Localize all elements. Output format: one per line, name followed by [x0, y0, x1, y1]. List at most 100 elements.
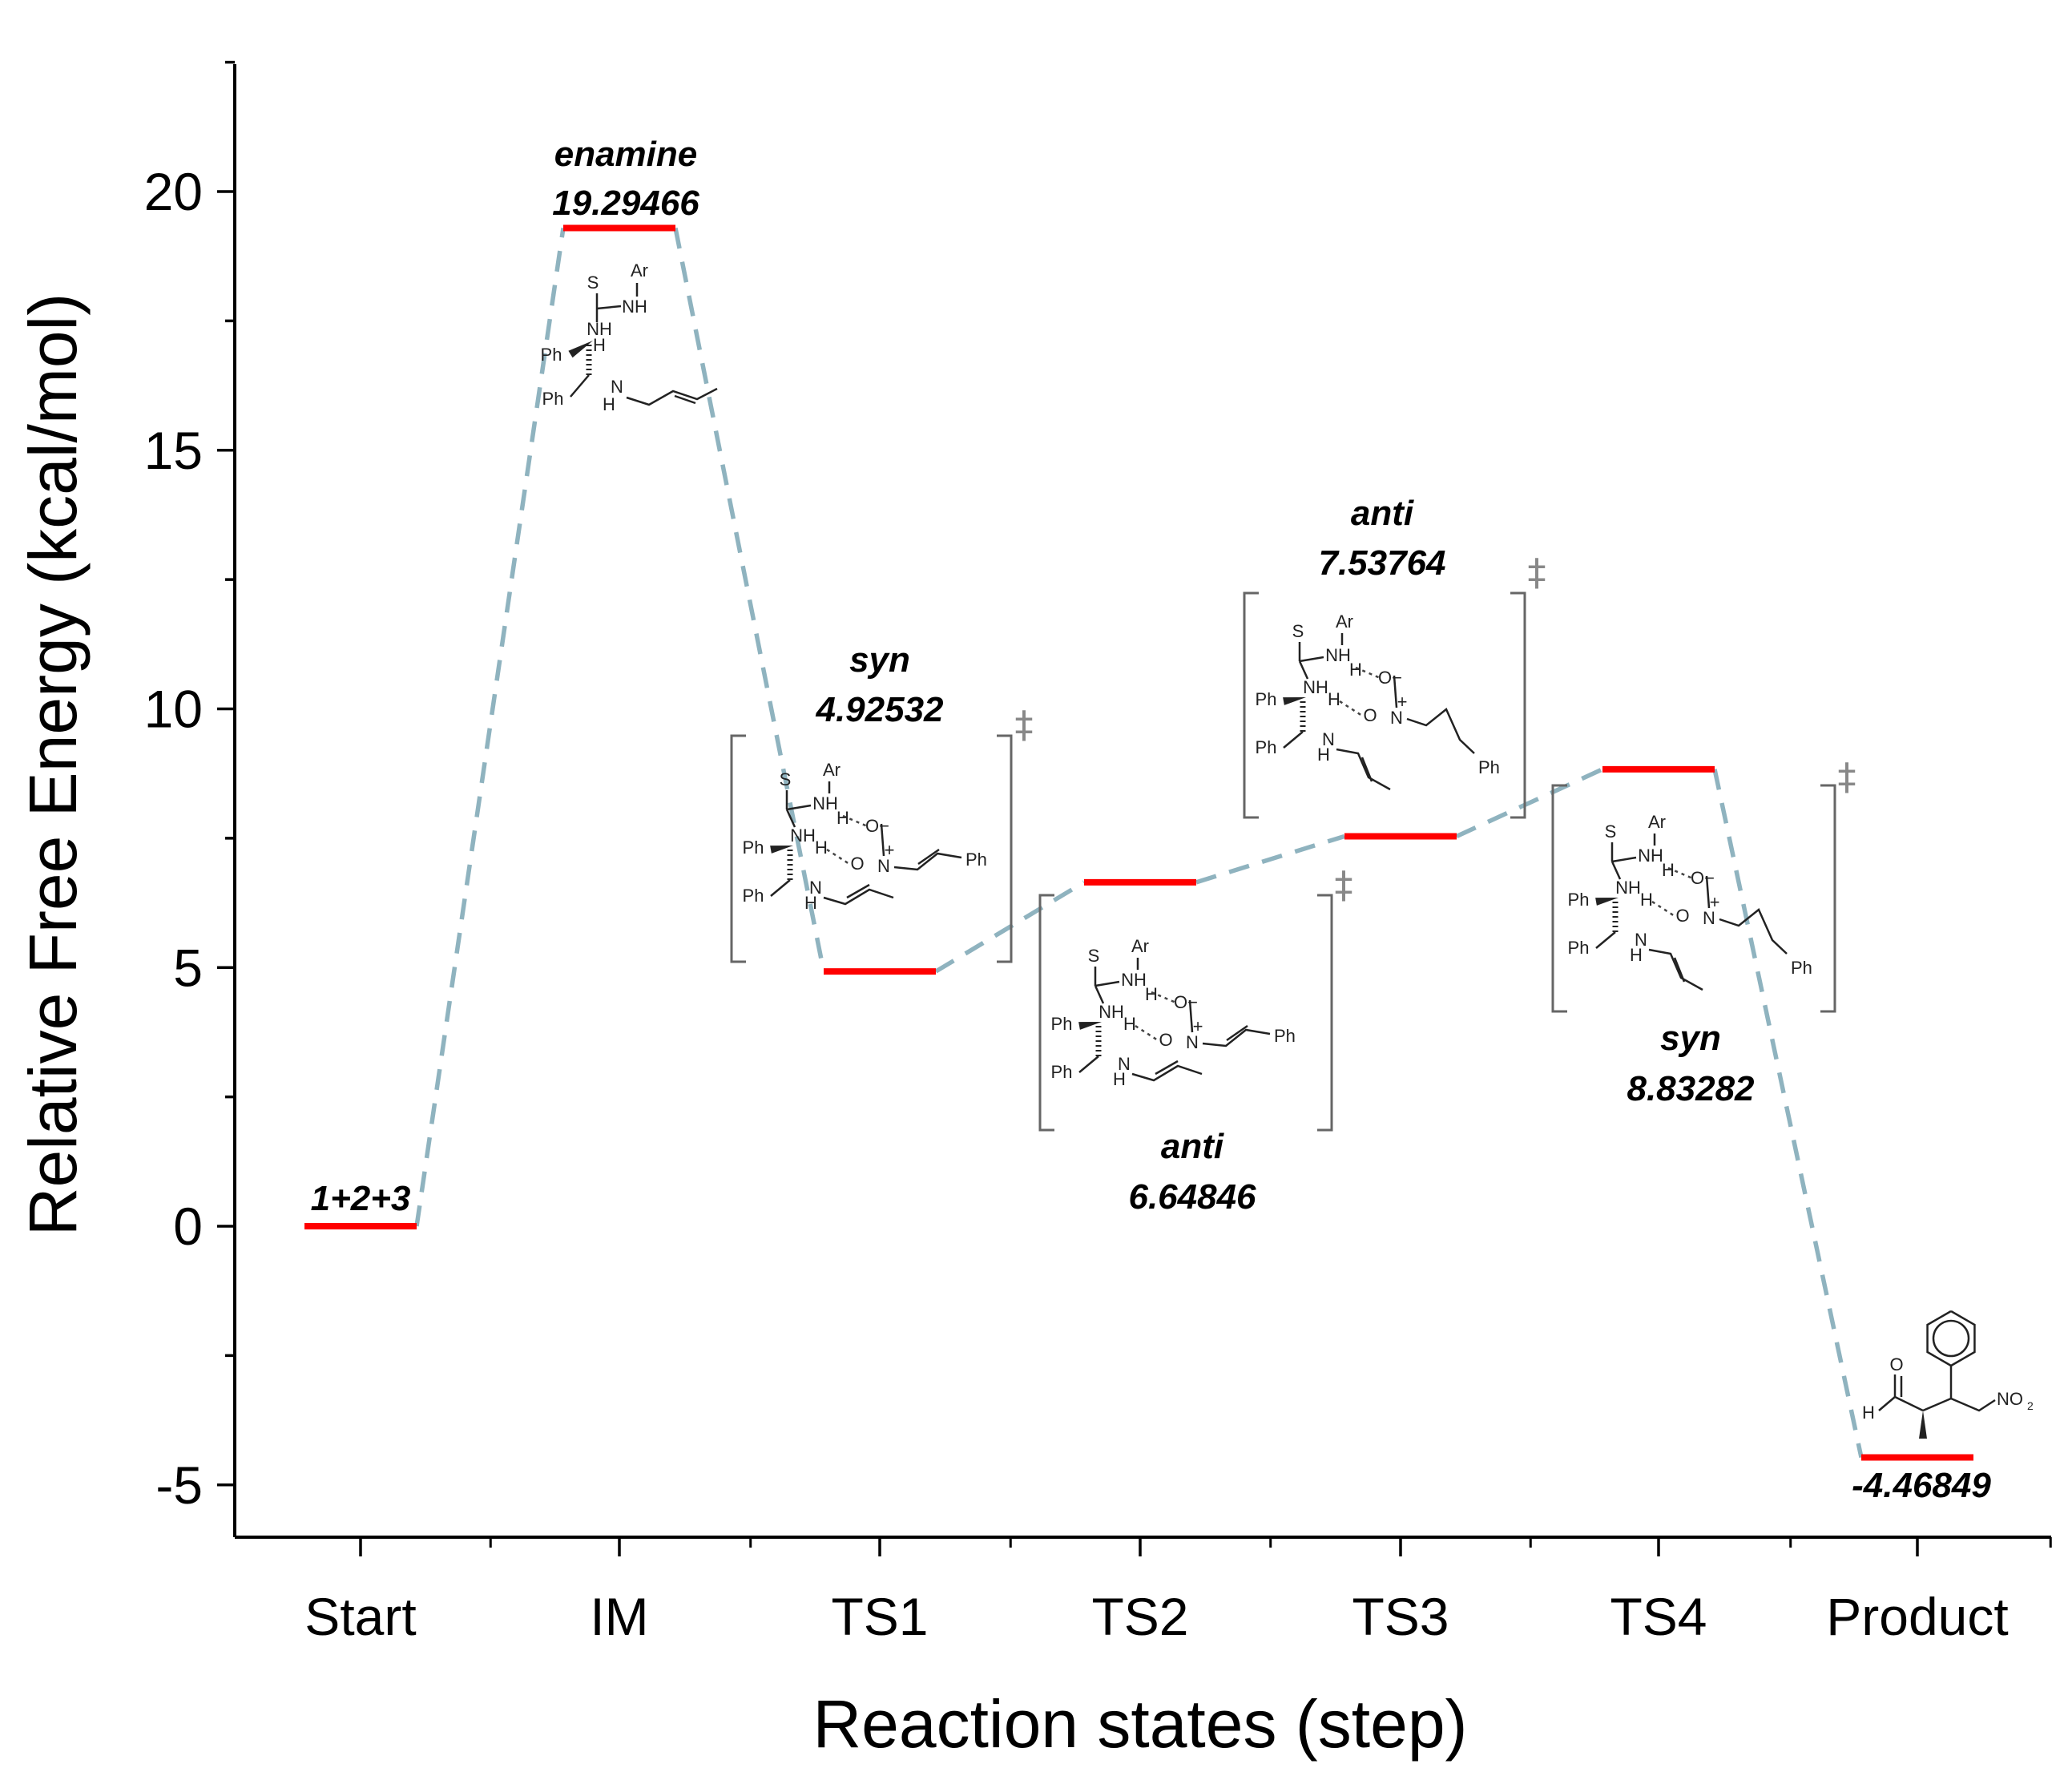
atom-label: O	[1889, 1354, 1903, 1374]
wedge-bond	[770, 846, 793, 854]
atom-label: H	[1145, 984, 1158, 1004]
aromatic-circle	[1932, 1319, 1970, 1358]
bond	[596, 305, 622, 310]
wedge-bond	[1078, 1022, 1102, 1030]
atom-label: 2	[2027, 1399, 2034, 1412]
bond	[846, 883, 870, 899]
atom-label: H	[836, 808, 849, 828]
atom-label: N	[611, 377, 623, 397]
atom-label: N	[1322, 729, 1335, 749]
atom-label: H	[1862, 1403, 1875, 1423]
level-name-label: syn	[849, 640, 910, 680]
atom-label: +	[885, 840, 895, 860]
atom-label: +	[1397, 692, 1408, 712]
axes: -5 0 5 10 15 20 Start IM TS1 TS2 TS3 TS4 Product	[144, 60, 2052, 1646]
bond	[823, 888, 894, 906]
hydrogen-bond	[1339, 700, 1363, 717]
hydrogen-bond	[1135, 1024, 1159, 1042]
atom-label: +	[1710, 892, 1720, 912]
atom-label: S	[780, 769, 792, 789]
bond	[1094, 980, 1120, 987]
atom-label: O	[1159, 1030, 1172, 1050]
atom-label: Ar	[1336, 612, 1353, 632]
atom-label: Ph	[1478, 757, 1500, 777]
bond	[917, 848, 940, 866]
level-name-label: enamine	[554, 135, 698, 174]
level-labels: 1+2+3 enamine 19.29466 syn 4.92532 anti 6.6484…	[311, 135, 1992, 1505]
atom-label: Ph	[743, 838, 764, 858]
bond	[1673, 957, 1686, 983]
bond	[1188, 999, 1194, 1033]
atom-label: Ph	[1568, 890, 1590, 910]
y-tick-label: -5	[155, 1455, 203, 1515]
atom-label: H	[1328, 689, 1340, 709]
atom-label: O	[850, 854, 864, 874]
atom-label: Ph	[1051, 1014, 1073, 1034]
hydrogen-bond	[826, 848, 850, 866]
y-tick-label: 5	[173, 938, 203, 997]
hydrogen-bond	[1667, 866, 1695, 881]
bond	[1094, 985, 1105, 1004]
atom-label: H	[1662, 860, 1675, 880]
hydrogen-bond	[1151, 991, 1179, 1005]
atom-label: N	[1635, 930, 1647, 950]
right-bracket	[1317, 894, 1333, 1132]
ts-bracket: ‡	[1243, 551, 1546, 819]
level-value-label: 4.92532	[815, 690, 944, 729]
x-tick-label: TS2	[1091, 1587, 1188, 1646]
right-bracket	[1510, 591, 1526, 819]
atom-label: H	[1123, 1014, 1136, 1034]
ts-mark-icon: ‡	[1015, 703, 1034, 746]
bond	[1406, 708, 1475, 754]
bond	[1336, 748, 1391, 791]
atom-label: Ar	[1648, 812, 1666, 832]
atom-label: Ar	[631, 260, 648, 281]
ts-mark-icon: ‡	[1335, 863, 1353, 906]
atom-label: NH	[1638, 846, 1663, 866]
level-value-label: 6.64846	[1128, 1177, 1256, 1217]
atom-label: S	[587, 272, 599, 293]
x-tick-label: IM	[590, 1587, 648, 1646]
connector-line	[1455, 767, 1604, 838]
atom-label: NH	[790, 825, 816, 846]
bond	[1610, 861, 1622, 880]
bond	[1719, 908, 1788, 955]
wedge-bond	[1919, 1411, 1927, 1439]
bond	[1078, 1056, 1099, 1073]
atom-label: N	[1703, 908, 1715, 928]
level-value-label: -4.46849	[1852, 1466, 1991, 1505]
atom-label: N	[809, 878, 822, 898]
atom-label: N	[1390, 708, 1403, 728]
atom-label: H	[593, 335, 606, 355]
atom-label: H	[804, 893, 817, 913]
ts-bracket: ‡	[1038, 863, 1353, 1132]
bond	[785, 809, 796, 828]
atom-label: Ph	[1274, 1026, 1296, 1046]
connector-line	[414, 228, 566, 1227]
bond	[1922, 1397, 1952, 1412]
hydrogen-bond	[1355, 666, 1383, 680]
y-axis-title: Relative Free Energy (kcal/mol)	[15, 293, 91, 1236]
hydrogen-bond	[842, 814, 870, 829]
bond	[1299, 656, 1324, 663]
ts-mark-icon: ‡	[1528, 551, 1546, 594]
y-tick-label: 20	[144, 162, 203, 221]
bond	[880, 823, 885, 857]
bond	[1878, 1395, 1924, 1412]
atom-label: Ph	[743, 886, 764, 906]
atom-label: O−	[1174, 992, 1198, 1012]
level-value-label: 7.53764	[1318, 543, 1445, 583]
x-tick-label: Start	[304, 1587, 416, 1646]
atom-label: Ph	[1568, 938, 1590, 958]
atom-label: NH	[812, 793, 838, 813]
atom-label: NH	[1098, 1002, 1124, 1022]
atom-label: Ph	[542, 389, 564, 409]
atom-label: Ph	[965, 850, 987, 870]
y-tick-label: 10	[144, 680, 203, 739]
level-name-label: anti	[1351, 494, 1414, 533]
y-tick-label: 0	[173, 1197, 203, 1256]
